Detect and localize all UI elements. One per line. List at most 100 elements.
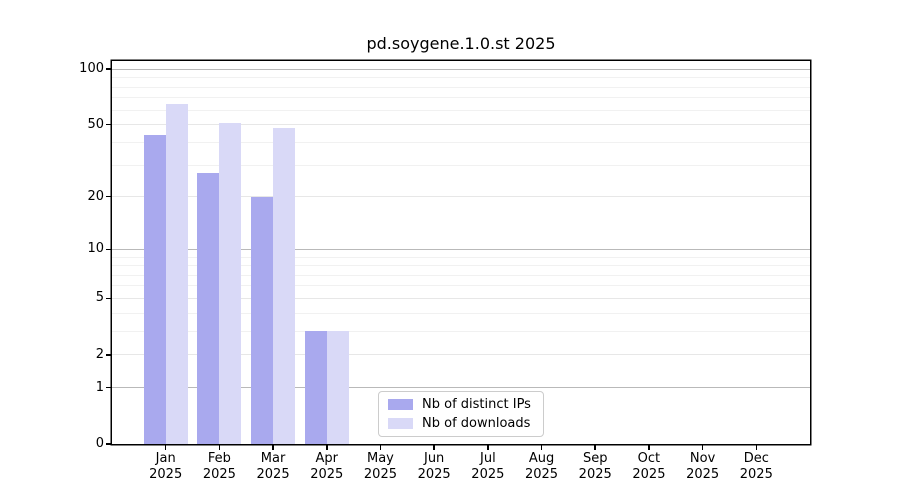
chart-title: pd.soygene.1.0.st 2025 bbox=[366, 34, 556, 53]
x-axis-labels: Jan 2025 Feb 2025 Mar 2025 Apr 2025 May 2025 Jun 20… bbox=[112, 451, 810, 491]
x-tick-label: Apr 2025 bbox=[297, 451, 357, 483]
bar-distinct-ips bbox=[197, 173, 220, 444]
grid-line bbox=[112, 248, 810, 250]
year-label: 2025 bbox=[149, 467, 183, 482]
grid-line bbox=[112, 164, 810, 166]
year-label: 2025 bbox=[739, 467, 773, 482]
year-label: 2025 bbox=[310, 467, 344, 482]
x-tick-label: Aug 2025 bbox=[512, 451, 572, 483]
bar-distinct-ips bbox=[143, 134, 166, 444]
x-tick-mark bbox=[272, 444, 274, 450]
year-label: 2025 bbox=[686, 467, 720, 482]
legend: Nb of distinct IPs Nb of downloads bbox=[378, 391, 544, 437]
x-tick-mark bbox=[487, 444, 489, 450]
month-label: Oct bbox=[637, 451, 661, 466]
x-tick-mark bbox=[755, 444, 758, 450]
grid-line bbox=[112, 77, 810, 79]
grid-line bbox=[112, 97, 810, 99]
y-axis-labels: 0 1 2 5 10 20 50 100 bbox=[0, 61, 104, 451]
y-tick-mark bbox=[106, 123, 112, 126]
x-tick-mark bbox=[648, 444, 650, 450]
grid-line bbox=[112, 256, 810, 258]
legend-row-distinct-ips: Nb of distinct IPs bbox=[388, 397, 534, 412]
y-tick-label: 10 bbox=[87, 241, 104, 257]
grid-line bbox=[112, 141, 810, 143]
y-tick-mark bbox=[106, 297, 112, 300]
month-label: Nov bbox=[689, 451, 716, 466]
month-label: May bbox=[367, 451, 394, 466]
y-tick-mark bbox=[106, 386, 112, 389]
month-label: Apr bbox=[315, 451, 339, 466]
year-label: 2025 bbox=[417, 467, 451, 482]
month-label: Dec bbox=[743, 451, 769, 466]
grid-line bbox=[112, 387, 810, 389]
y-tick-mark bbox=[106, 68, 112, 70]
grid-line bbox=[112, 297, 810, 299]
year-label: 2025 bbox=[363, 467, 397, 482]
bar-downloads bbox=[219, 123, 242, 444]
year-label: 2025 bbox=[524, 467, 559, 482]
month-label: Feb bbox=[207, 451, 231, 466]
legend-label-distinct-ips: Nb of distinct IPs bbox=[422, 397, 531, 412]
x-tick-mark bbox=[433, 444, 435, 450]
x-tick-label: Feb 2025 bbox=[189, 451, 249, 483]
month-label: Jun bbox=[423, 451, 445, 466]
x-tick-mark bbox=[540, 444, 543, 450]
bar-distinct-ips bbox=[251, 196, 274, 444]
x-tick-label: Jun 2025 bbox=[404, 451, 464, 483]
grid-line bbox=[112, 109, 810, 111]
y-tick-label: 2 bbox=[95, 346, 104, 362]
y-tick-mark bbox=[106, 248, 112, 250]
grid-line bbox=[112, 285, 810, 287]
year-label: 2025 bbox=[632, 467, 666, 482]
legend-label-downloads: Nb of downloads bbox=[422, 416, 531, 431]
grid-line bbox=[112, 86, 810, 88]
grid-line bbox=[112, 274, 810, 276]
x-tick-mark bbox=[701, 444, 704, 450]
grid-line bbox=[112, 265, 810, 267]
y-tick-label: 20 bbox=[87, 188, 104, 204]
x-tick-label: Sep 2025 bbox=[565, 451, 625, 483]
year-label: 2025 bbox=[471, 467, 505, 482]
x-tick-label: Oct 2025 bbox=[619, 451, 679, 483]
x-tick-label: Jul 2025 bbox=[458, 451, 518, 483]
distinct-ips-swatch bbox=[388, 399, 413, 410]
year-label: 2025 bbox=[256, 467, 290, 482]
y-tick-mark bbox=[106, 443, 112, 445]
y-tick-label: 100 bbox=[79, 61, 104, 77]
bar-distinct-ips bbox=[304, 331, 327, 444]
year-label: 2025 bbox=[202, 467, 236, 482]
grid-line bbox=[112, 68, 810, 70]
y-tick-mark bbox=[106, 195, 112, 198]
x-tick-mark bbox=[379, 444, 382, 450]
grid-line bbox=[112, 330, 810, 332]
x-tick-mark bbox=[326, 444, 328, 450]
y-tick-label: 5 bbox=[95, 290, 104, 306]
month-label: Mar bbox=[260, 451, 286, 466]
x-tick-label: Dec 2025 bbox=[726, 451, 786, 483]
grid-line bbox=[112, 354, 810, 356]
y-tick-label: 50 bbox=[87, 116, 104, 132]
downloads-swatch bbox=[388, 418, 413, 429]
y-tick-label: 1 bbox=[95, 379, 104, 395]
legend-row-downloads: Nb of downloads bbox=[388, 416, 534, 431]
grid-line bbox=[112, 124, 810, 126]
bar-downloads bbox=[326, 331, 349, 444]
month-label: Jan bbox=[155, 451, 176, 466]
x-tick-label: Mar 2025 bbox=[243, 451, 303, 483]
x-tick-label: May 2025 bbox=[350, 451, 410, 483]
year-label: 2025 bbox=[578, 467, 612, 482]
grid-line bbox=[112, 312, 810, 314]
month-label: Sep bbox=[582, 451, 608, 466]
x-tick-label: Nov 2025 bbox=[673, 451, 733, 483]
bar-downloads bbox=[273, 127, 296, 444]
x-tick-mark bbox=[218, 444, 221, 450]
x-tick-mark bbox=[594, 444, 596, 450]
bar-downloads bbox=[165, 103, 188, 444]
month-label: Aug bbox=[528, 451, 555, 466]
month-label: Jul bbox=[480, 451, 496, 466]
y-tick-mark bbox=[106, 354, 112, 356]
x-tick-mark bbox=[164, 444, 167, 450]
y-tick-label: 0 bbox=[95, 436, 104, 451]
